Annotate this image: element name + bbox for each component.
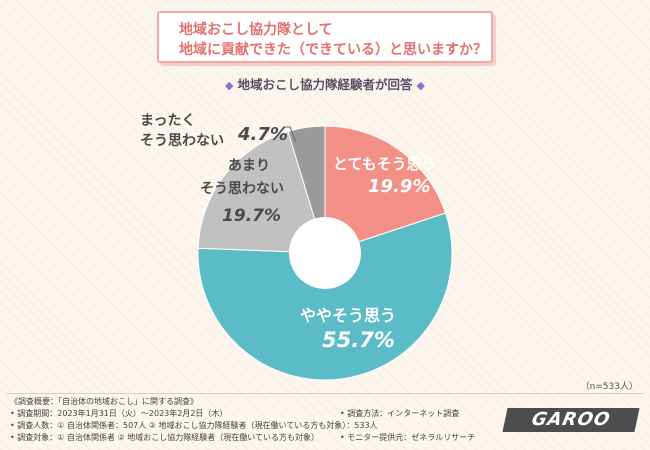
subtitle-text: 地域おこし協力隊経験者が回答 bbox=[237, 77, 413, 92]
pie-slice-0 bbox=[324, 125, 447, 254]
sample-size-note: （n=533人） bbox=[580, 382, 638, 392]
footer-divider bbox=[6, 393, 644, 394]
label-s3-value: 4.7% bbox=[238, 124, 288, 145]
diamond-icon: ◆ bbox=[225, 79, 234, 92]
label-s3-name-2: そう思わない bbox=[140, 133, 224, 149]
diamond-icon: ◆ bbox=[416, 79, 425, 92]
label-s2-value: 19.7% bbox=[222, 206, 281, 226]
chart-title-line1: 地域おこし協力隊として bbox=[179, 22, 333, 38]
pie-slice-1 bbox=[197, 212, 453, 381]
footer-respondents: • 調査人数：① 自治体関係者：507人 ② 地域おこし協力隊経験者（現在働いて… bbox=[10, 421, 378, 430]
chart-title-line2: 地域に貢献できた（できている）と思いますか？ bbox=[179, 42, 487, 58]
label-s1-value: 55.7% bbox=[322, 328, 395, 352]
label-s2-name-1: あまり bbox=[228, 158, 270, 174]
label-s1-name: ややそう思う bbox=[300, 306, 397, 325]
footer-target: • 調査対象：① 自治体関係者 ② 地域おこし協力隊経験者（現在働いている方も対… bbox=[10, 433, 319, 442]
pie-slice-2 bbox=[197, 130, 326, 254]
donut-hole bbox=[289, 217, 361, 289]
label-s3-name-1: まったく bbox=[140, 113, 196, 129]
footer-provider: • モニター提供元：ゼネラルリサーチ bbox=[340, 433, 476, 442]
label-s2-name-2: そう思わない bbox=[200, 181, 284, 197]
subtitle: ◆ 地域おこし協力隊経験者が回答 ◆ bbox=[0, 74, 650, 93]
footer-period: • 調査期間：2023年1月31日（火）～2023年2月2日（木） bbox=[10, 409, 228, 418]
label-s0-name: とてもそう思う bbox=[333, 155, 437, 173]
garoo-logo: GAROO bbox=[502, 408, 640, 432]
footer-overview: 《調査概要：「自治体の地域おこし」に関する調査》 bbox=[10, 397, 198, 406]
footer-method: • 調査方法：インターネット調査 bbox=[340, 409, 460, 418]
label-s0-value: 19.9% bbox=[368, 176, 431, 197]
title-box: 地域おこし協力隊として 地域に貢献できた（できている）と思いますか？ bbox=[157, 11, 493, 63]
leader-line bbox=[283, 126, 297, 143]
